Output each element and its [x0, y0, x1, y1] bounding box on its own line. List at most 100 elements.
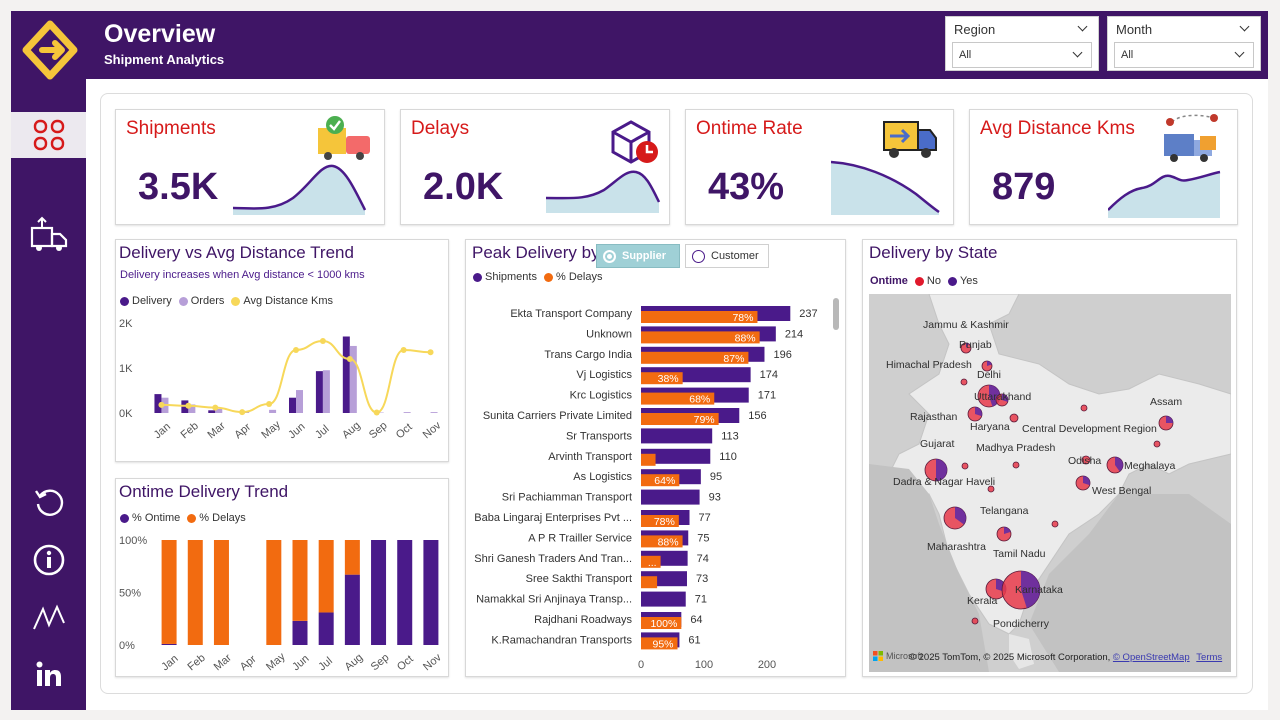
- kpi-card-delays[interactable]: Delays 2.0K: [400, 109, 670, 225]
- delay-bar: [213, 540, 229, 645]
- kpi-value: 879: [992, 166, 1056, 208]
- y-tick-label: 2K: [119, 318, 133, 330]
- state-label: Central Development Region: [1022, 423, 1157, 435]
- legend-label: % Delays: [555, 271, 603, 283]
- x-tick-label: Aug: [343, 652, 366, 674]
- shipments-value: 174: [760, 369, 778, 381]
- x-tick-label: Jan: [159, 653, 180, 674]
- delivery-bar: [289, 397, 296, 413]
- chevron-down-icon[interactable]: [1239, 21, 1250, 32]
- legend-swatch: [947, 276, 957, 286]
- kpi-title: Ontime Rate: [696, 118, 803, 139]
- delivery-bar: [315, 371, 323, 413]
- y-tick-label: 50%: [119, 588, 141, 600]
- legend-label: % Ontime: [132, 512, 181, 524]
- kpi-card-avg-distance[interactable]: Avg Distance Kms 879: [969, 109, 1238, 225]
- orders-bar: [215, 408, 223, 413]
- chart-title: Delivery by State: [869, 243, 998, 262]
- x-tick-label: Oct: [395, 653, 416, 673]
- kpi-sparkline: [233, 164, 367, 215]
- customer-toggle[interactable]: Customer: [685, 244, 769, 268]
- state-bubble-ontime-slice: [1083, 476, 1090, 486]
- terms-link[interactable]: Terms: [1196, 652, 1223, 663]
- chart-subtitle: Delivery increases when Avg distance < 1…: [120, 269, 365, 281]
- legend-swatch: [120, 513, 129, 523]
- state-bubble-ontime-slice: [987, 361, 992, 366]
- state-bubble-ontime-slice: [966, 343, 969, 348]
- x-tick-label: Feb: [185, 652, 207, 673]
- nav-analytics[interactable]: [11, 598, 86, 638]
- supplier-toggle[interactable]: Supplier: [596, 244, 680, 268]
- kpi-sparkline: [1108, 170, 1221, 218]
- region-dropdown[interactable]: All: [952, 42, 1092, 68]
- state-map-card[interactable]: Delivery by State Ontime No Yes Jammu & …: [862, 239, 1237, 677]
- avg-distance-point: [319, 338, 326, 344]
- fast-delivery-truck-icon: [883, 121, 937, 158]
- ontime-bar: [371, 540, 387, 645]
- nav-reset[interactable]: [11, 482, 86, 522]
- scrollbar-thumb[interactable]: [833, 298, 839, 330]
- orders-bar: [349, 345, 357, 413]
- refresh-icon: [34, 489, 63, 516]
- chart-legend: Delivery Orders Avg Distance Kms: [120, 295, 333, 307]
- grid-icon: [33, 119, 64, 151]
- y-tick-label: 100%: [119, 535, 147, 547]
- shipments-value: 113: [721, 430, 739, 442]
- nav-linkedin[interactable]: [11, 654, 86, 694]
- x-tick-label: Jun: [286, 421, 307, 442]
- shipments-bar: [641, 489, 700, 505]
- state-label: Himachal Pradesh: [886, 359, 972, 371]
- nav-shipments[interactable]: [11, 210, 86, 260]
- shipments-bar: [641, 428, 713, 444]
- supplier-label: Unknown: [586, 328, 632, 340]
- delivery-bar: [208, 410, 216, 413]
- delay-bar: [641, 311, 758, 323]
- delay-value: 78%: [654, 516, 675, 528]
- delay-bar: [641, 474, 680, 487]
- supplier-label: A P R Trailler Service: [528, 532, 632, 544]
- line-chart-icon: [32, 604, 65, 630]
- state-bubble-ontime-slice: [975, 407, 982, 417]
- state-bubble: [1009, 413, 1019, 423]
- kpi-card-shipments[interactable]: Shipments 3.5K: [115, 109, 385, 225]
- kpi-title: Delays: [411, 118, 470, 139]
- region-slicer[interactable]: Region All: [945, 16, 1099, 71]
- delay-bar: [641, 576, 658, 589]
- nav-info[interactable]: [11, 540, 86, 580]
- openstreetmap-link[interactable]: © OpenStreetMap: [1112, 652, 1190, 663]
- radio-selected-icon: [603, 249, 616, 263]
- shipments-value: 237: [799, 308, 817, 320]
- shipments-value: 64: [690, 614, 702, 626]
- month-dropdown[interactable]: All: [1114, 42, 1254, 68]
- microsoft-brand: Microsoft: [886, 651, 923, 661]
- delay-value: 95%: [652, 638, 673, 650]
- legend-label: No: [926, 275, 941, 287]
- ontime-bar: [292, 620, 308, 645]
- chevron-down-icon: [1072, 47, 1083, 58]
- shipments-value: 75: [697, 532, 709, 544]
- delay-bar: [641, 331, 760, 344]
- state-bubble: [960, 378, 968, 386]
- trend-chart-card[interactable]: Delivery vs Avg Distance Trend Delivery …: [115, 239, 449, 462]
- map-canvas[interactable]: Jammu & Kashmir Punjab Himachal Pradesh …: [869, 294, 1231, 672]
- state-label: Maharashtra: [927, 541, 986, 553]
- ontime-chart-card[interactable]: Ontime Delivery Trend % Ontime % Delays …: [115, 478, 449, 677]
- shipments-value: 110: [719, 451, 737, 463]
- nav-overview[interactable]: [11, 112, 86, 158]
- ontime-bar: [397, 540, 413, 645]
- orders-bar: [322, 370, 330, 413]
- truck-icon: [30, 216, 67, 251]
- delay-bar: [641, 351, 749, 364]
- month-slicer[interactable]: Month All: [1107, 16, 1261, 71]
- state-bubble: [1081, 455, 1091, 465]
- delay-bar: [641, 413, 719, 425]
- legend-label: % Delays: [199, 512, 246, 524]
- state-label: West Bengal: [1092, 485, 1152, 497]
- peak-delivery-card[interactable]: Peak Delivery by Supplier Customer Shipm…: [465, 239, 846, 677]
- kpi-sparkline: [831, 160, 940, 215]
- kpi-card-ontime-rate[interactable]: Ontime Rate 43%: [685, 109, 954, 225]
- state-label: Telangana: [980, 505, 1029, 517]
- map-attribution: © 2025 TomTom, © 2025 Microsoft Corporat…: [909, 652, 1222, 663]
- supplier-label: Sr Transports: [566, 430, 633, 442]
- chevron-down-icon[interactable]: [1077, 21, 1088, 32]
